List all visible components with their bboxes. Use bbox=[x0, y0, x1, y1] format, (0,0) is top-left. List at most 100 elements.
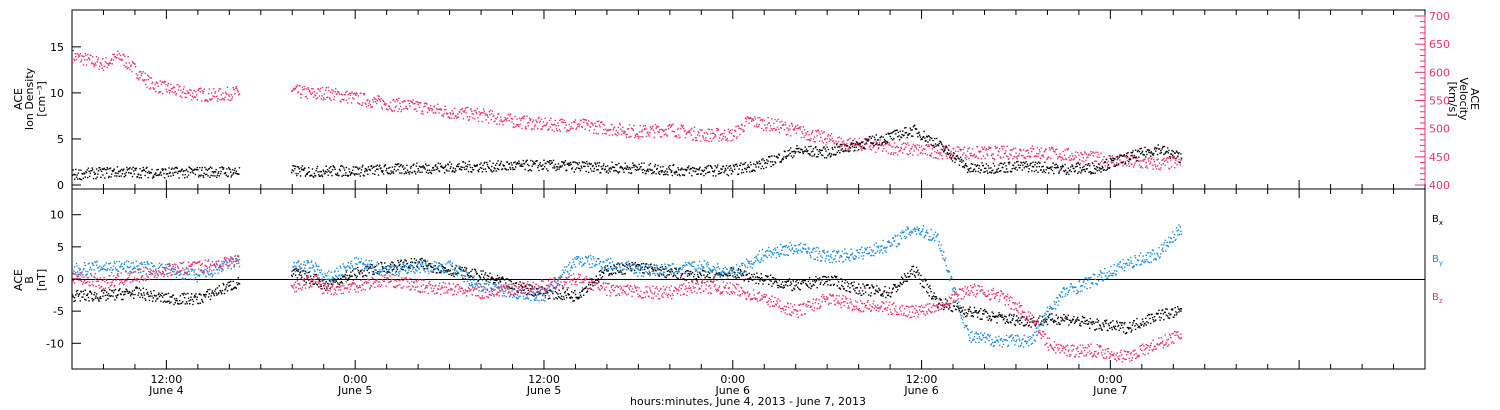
velocity-point bbox=[143, 80, 145, 82]
density-point bbox=[126, 169, 129, 171]
velocity-point bbox=[1044, 150, 1046, 152]
density-point bbox=[942, 145, 944, 148]
velocity-point bbox=[786, 133, 789, 136]
velocity-point bbox=[376, 102, 378, 105]
density-point bbox=[354, 166, 356, 168]
velocity-point bbox=[657, 131, 659, 133]
velocity-point bbox=[757, 117, 759, 119]
density-point bbox=[1089, 165, 1091, 167]
x-tick-time-label: 12:00 bbox=[151, 373, 183, 386]
bx-point bbox=[312, 283, 314, 285]
velocity-point bbox=[547, 129, 549, 131]
bx-point bbox=[307, 272, 309, 274]
velocity-point bbox=[1090, 150, 1092, 153]
density-point bbox=[216, 176, 218, 178]
bx-point bbox=[773, 277, 775, 279]
density-point bbox=[372, 172, 374, 175]
density-point bbox=[141, 170, 144, 172]
bx-point bbox=[781, 281, 784, 283]
density-point bbox=[625, 168, 628, 170]
velocity-point bbox=[1134, 162, 1136, 164]
velocity-point bbox=[1085, 153, 1088, 156]
bx-point bbox=[123, 294, 125, 296]
velocity-point bbox=[138, 71, 141, 73]
bx-point bbox=[179, 295, 181, 297]
velocity-point bbox=[1019, 148, 1022, 150]
density-point bbox=[496, 162, 498, 165]
density-point bbox=[298, 168, 300, 170]
density-point bbox=[963, 166, 966, 169]
bx-point bbox=[663, 268, 665, 270]
density-point bbox=[852, 139, 854, 142]
velocity-point bbox=[991, 153, 993, 155]
velocity-point bbox=[732, 139, 734, 141]
density-point bbox=[566, 163, 568, 165]
density-point bbox=[932, 144, 935, 147]
density-point bbox=[1177, 155, 1179, 157]
density-point bbox=[442, 166, 444, 169]
velocity-point bbox=[652, 129, 655, 132]
density-point bbox=[143, 168, 145, 171]
density-point bbox=[1056, 165, 1059, 167]
velocity-point bbox=[201, 90, 203, 92]
velocity-point bbox=[709, 137, 711, 140]
density-point bbox=[573, 171, 575, 173]
density-point bbox=[484, 161, 486, 163]
density-point bbox=[1031, 165, 1034, 168]
velocity-point bbox=[718, 137, 721, 139]
bx-point bbox=[931, 298, 933, 300]
bx-point bbox=[168, 302, 171, 304]
bx-point bbox=[296, 269, 298, 272]
density-point bbox=[571, 168, 573, 170]
velocity-point bbox=[1099, 163, 1101, 166]
bx-point bbox=[190, 296, 192, 298]
bx-point bbox=[990, 318, 993, 321]
bx-point bbox=[827, 284, 829, 286]
bx-point bbox=[712, 278, 714, 280]
velocity-point bbox=[1050, 147, 1052, 150]
bx-point bbox=[488, 275, 490, 277]
velocity-point bbox=[231, 98, 233, 100]
velocity-point bbox=[718, 140, 720, 142]
velocity-point bbox=[1116, 159, 1118, 161]
bx-point bbox=[420, 265, 422, 267]
bx-point bbox=[466, 273, 468, 275]
velocity-point bbox=[148, 88, 151, 90]
bx-point bbox=[905, 280, 907, 282]
density-point bbox=[1167, 152, 1169, 154]
velocity-point bbox=[807, 130, 809, 133]
density-point bbox=[985, 163, 988, 165]
density-point bbox=[494, 168, 496, 170]
density-point bbox=[106, 172, 108, 174]
velocity-point bbox=[1097, 151, 1099, 153]
bx-point bbox=[538, 292, 540, 294]
velocity-point bbox=[1107, 160, 1110, 163]
velocity-point bbox=[1179, 164, 1181, 166]
density-point bbox=[455, 170, 457, 172]
velocity-point bbox=[301, 93, 303, 96]
velocity-point bbox=[785, 124, 787, 126]
bx-point bbox=[680, 275, 682, 277]
density-point bbox=[340, 165, 343, 167]
bx-point bbox=[968, 310, 970, 312]
bx-point bbox=[823, 275, 825, 278]
velocity-point bbox=[1156, 159, 1158, 161]
bx-point bbox=[888, 287, 891, 289]
density-point bbox=[554, 163, 557, 166]
density-point bbox=[807, 150, 809, 152]
velocity-point bbox=[196, 99, 198, 101]
bx-point bbox=[94, 291, 96, 294]
bx-point bbox=[123, 291, 125, 293]
bx-point bbox=[296, 277, 299, 279]
velocity-point bbox=[615, 129, 618, 132]
velocity-point bbox=[518, 117, 521, 119]
velocity-point bbox=[623, 130, 625, 132]
velocity-point bbox=[909, 152, 911, 155]
velocity-point bbox=[445, 109, 447, 111]
density-point bbox=[1041, 166, 1043, 168]
velocity-point bbox=[747, 116, 749, 118]
velocity-point bbox=[117, 57, 120, 59]
velocity-point bbox=[617, 131, 619, 134]
density-point bbox=[389, 166, 391, 169]
velocity-point bbox=[473, 110, 475, 112]
